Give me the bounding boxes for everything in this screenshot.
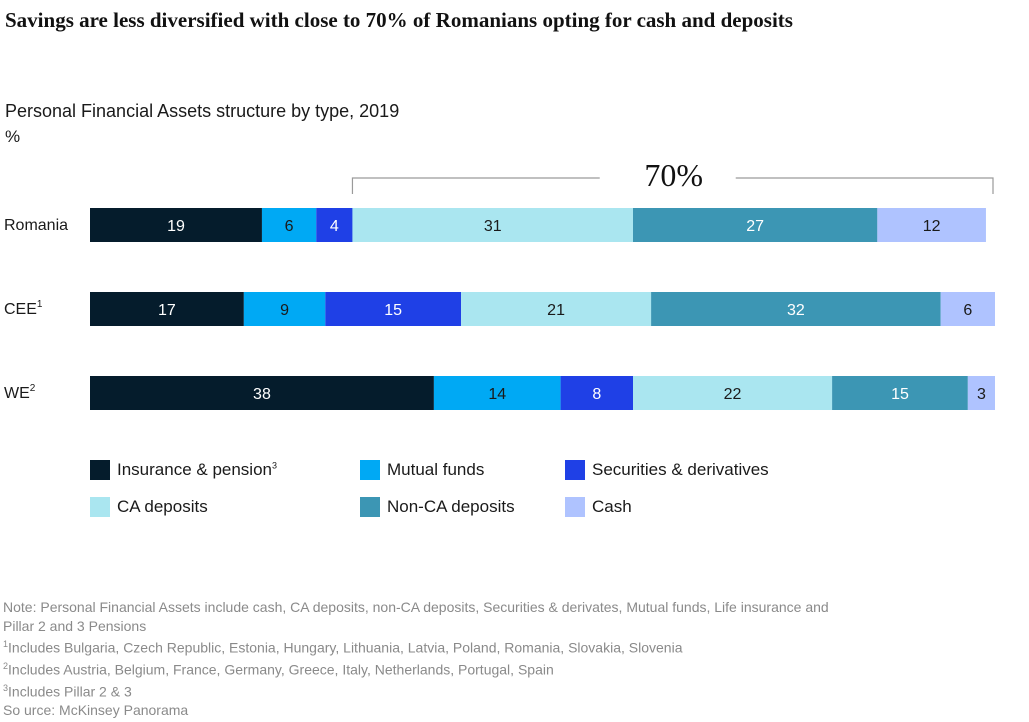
legend-swatch [90, 497, 110, 517]
bar-segment [461, 292, 652, 326]
bar-segment [633, 376, 833, 410]
legend-item: CA deposits [90, 497, 208, 517]
category-label-sup: 1 [37, 299, 43, 310]
data-label: 15 [384, 302, 402, 319]
footnote-1: 1Includes Bulgaria, Czech Republic, Esto… [3, 639, 683, 656]
data-label: 17 [158, 302, 176, 319]
legend-label: CA deposits [117, 497, 208, 516]
data-label: 15 [891, 386, 909, 403]
legend: Insurance & pension3 Mutual funds Securiti… [90, 458, 990, 534]
legend-swatch [565, 460, 585, 480]
bar-segment [325, 292, 462, 326]
bracket-label: 70% [644, 157, 703, 193]
data-label: 6 [285, 218, 294, 235]
bar-segment [967, 376, 995, 410]
legend-item: Mutual funds [360, 460, 484, 480]
legend-label: Mutual funds [387, 460, 485, 479]
bar-segment [433, 376, 561, 410]
source-text: So urce: McKinsey Panorama [3, 702, 189, 719]
footnote-3: 3Includes Pillar 2 & 3 [3, 683, 132, 700]
legend-item: Securities & derivatives [565, 460, 769, 480]
bar-segment [832, 376, 968, 410]
chart-subtitle: Personal Financial Assets structure by t… [5, 101, 400, 121]
data-label: 32 [787, 302, 805, 319]
bar-segment [560, 376, 633, 410]
legend-swatch [90, 460, 110, 480]
bar-segment [261, 208, 317, 242]
unit-label: % [5, 127, 21, 146]
note-text: Note: Personal Financial Assets include … [3, 599, 829, 634]
bar-segment [243, 292, 326, 326]
legend-item: Insurance & pension3 [90, 460, 277, 480]
legend-swatch [565, 497, 585, 517]
bar-segment [940, 292, 995, 326]
legend-swatch [360, 460, 380, 480]
legend-item: Non-CA deposits [360, 497, 515, 517]
data-label: 9 [280, 302, 289, 319]
bracket-left [351, 177, 600, 194]
data-label: 12 [923, 218, 941, 235]
category-label-sup: 2 [30, 383, 36, 394]
footnote-2: 2Includes Austria, Belgium, France, Germ… [3, 661, 554, 678]
category-label: CEE1 [4, 299, 43, 318]
bar-segment [90, 376, 434, 410]
legend-label: Insurance & pension3 [117, 460, 278, 479]
legend-swatch [360, 497, 380, 517]
data-label: 19 [167, 218, 185, 235]
data-label: 27 [746, 218, 764, 235]
bar-segment [90, 292, 244, 326]
category-label: WE2 [4, 383, 36, 402]
data-label: 14 [488, 386, 506, 403]
data-label: 6 [963, 302, 972, 319]
bar-segment [877, 208, 986, 242]
bar-segment [352, 208, 633, 242]
legend-label: Securities & derivatives [592, 460, 769, 479]
legend-label: Cash [592, 497, 632, 516]
footnotes: Note: Personal Financial Assets include … [3, 598, 843, 720]
data-label: 8 [592, 386, 601, 403]
bar-segment [90, 208, 262, 242]
legend-item: Cash [565, 497, 632, 517]
data-label: 4 [330, 218, 339, 235]
data-label: 38 [253, 386, 271, 403]
bar-segment [651, 292, 941, 326]
data-label: 22 [724, 386, 742, 403]
bracket-right [735, 177, 994, 194]
bar-segment [633, 208, 878, 242]
legend-label: Non-CA deposits [387, 497, 515, 516]
data-label: 31 [484, 218, 502, 235]
chart-title: Savings are less diversified with close … [5, 8, 793, 32]
data-label: 3 [977, 386, 986, 403]
category-label: Romania [4, 217, 68, 234]
data-label: 21 [547, 302, 565, 319]
bar-segment [316, 208, 353, 242]
